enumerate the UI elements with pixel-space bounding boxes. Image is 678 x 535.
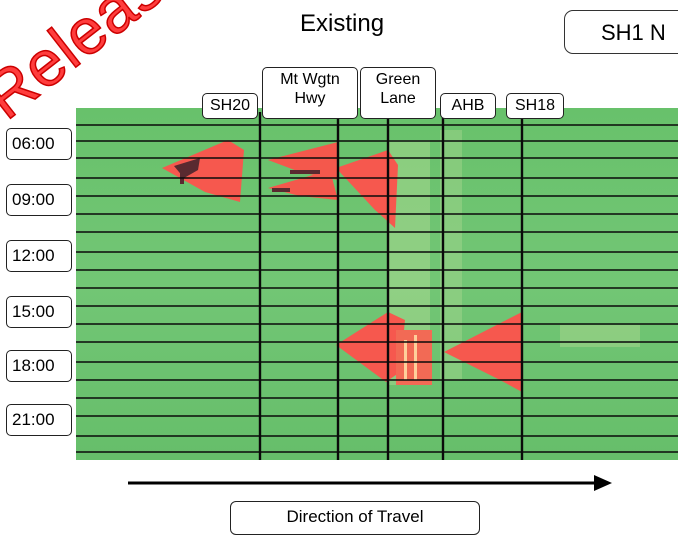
time-label-1800: 18:00 bbox=[6, 350, 72, 382]
location-label-sh20: SH20 bbox=[202, 93, 258, 119]
congestion-greenlane-am bbox=[336, 150, 398, 228]
time-label-0600: 06:00 bbox=[6, 128, 72, 160]
horizontal-gridlines bbox=[76, 124, 678, 453]
vertical-location-lines bbox=[258, 112, 524, 460]
time-label-1200: 12:00 bbox=[6, 240, 72, 272]
congestion-mtwgtn-am-1 bbox=[268, 142, 338, 180]
direction-arrow bbox=[128, 475, 612, 491]
route-label: SH1 N bbox=[601, 20, 666, 45]
congestion-areas bbox=[162, 140, 522, 392]
route-label-box: SH1 N bbox=[564, 10, 678, 54]
location-label-green-lane: Green Lane bbox=[360, 67, 436, 119]
congestion-sh20-am bbox=[162, 140, 244, 202]
time-label-0900: 09:00 bbox=[6, 184, 72, 216]
location-label-sh18: SH18 bbox=[506, 93, 564, 119]
diagram-title: Existing bbox=[300, 10, 385, 37]
direction-caption: Direction of Travel bbox=[230, 501, 480, 535]
location-label-ahb: AHB bbox=[440, 93, 496, 119]
location-label-mt-wgtn-hwy: Mt Wgtn Hwy bbox=[262, 67, 358, 119]
time-label-2100: 21:00 bbox=[6, 404, 72, 436]
congestion-ahb-pm bbox=[444, 312, 522, 392]
time-label-1500: 15:00 bbox=[6, 296, 72, 328]
